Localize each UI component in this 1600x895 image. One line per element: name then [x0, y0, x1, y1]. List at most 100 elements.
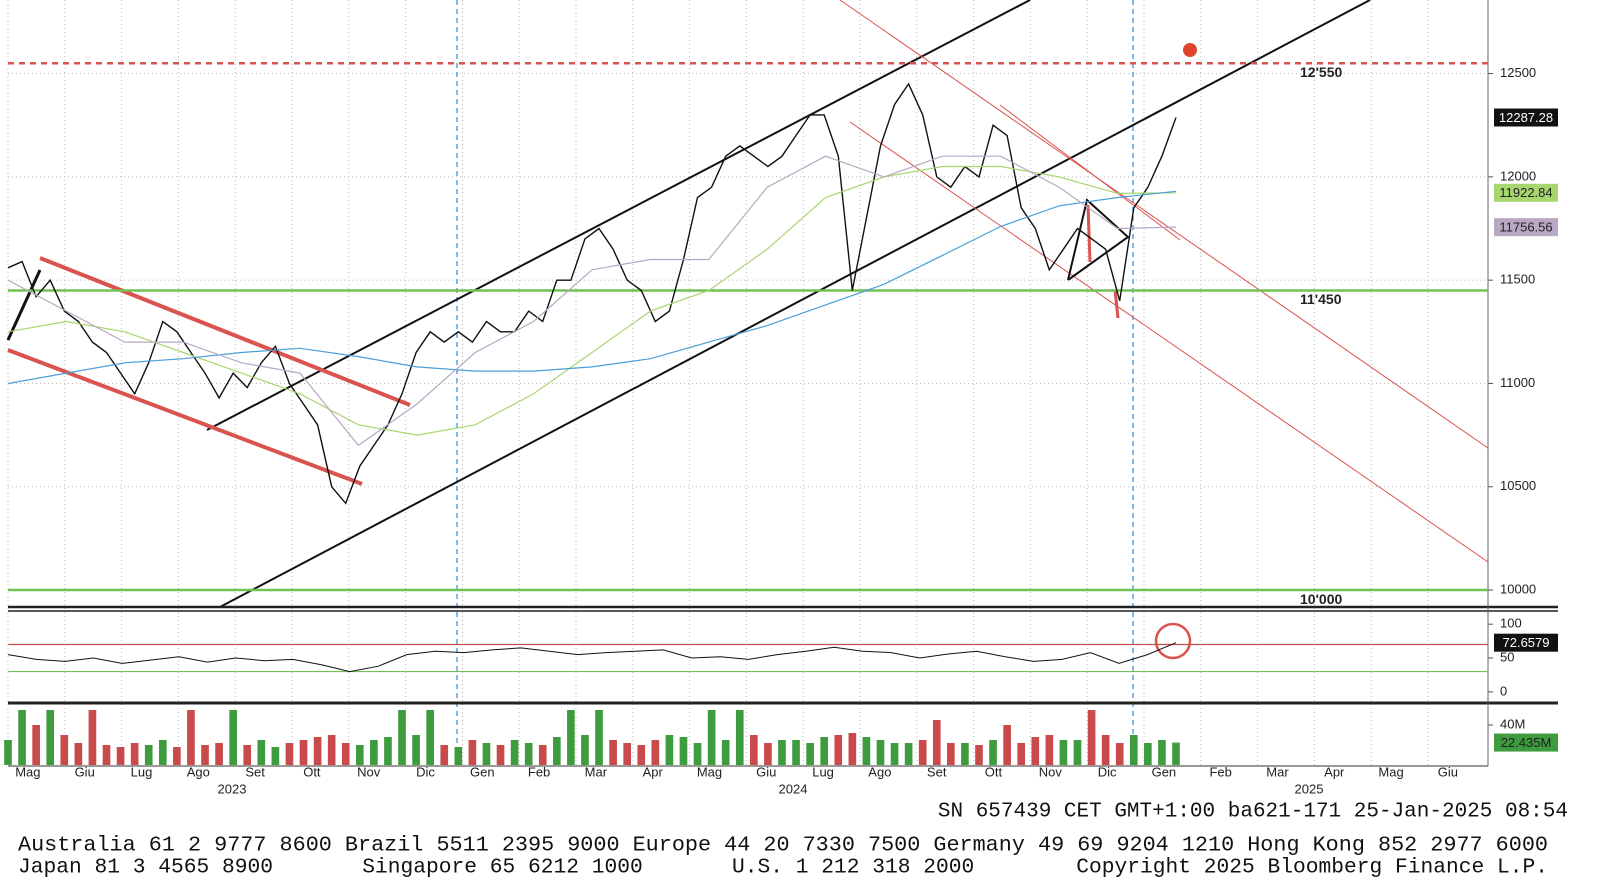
- year-label: 2024: [779, 781, 808, 796]
- volume-bar: [1045, 735, 1054, 765]
- x-tick-label: Mar: [1266, 764, 1289, 779]
- x-tick-label: Ott: [985, 764, 1003, 779]
- level-label: 10'000: [1300, 591, 1342, 607]
- x-tick-label: Dic: [1098, 764, 1117, 779]
- x-tick-label: Giu: [75, 764, 95, 779]
- volume-bar: [454, 747, 463, 765]
- y-tick-label: 12000: [1500, 168, 1536, 183]
- x-tick-label: Feb: [528, 764, 550, 779]
- volume-bar: [426, 710, 434, 765]
- level-label: 11'450: [1300, 291, 1342, 307]
- volume-bar: [806, 743, 814, 765]
- series-line: [7, 642, 1177, 673]
- x-tick-label: Lug: [131, 764, 153, 779]
- x-tick-label: Mag: [697, 764, 722, 779]
- volume-bar: [74, 743, 83, 765]
- y-tick-label: 50: [1500, 649, 1514, 664]
- series-line: [7, 155, 1177, 447]
- volume-bar: [313, 737, 322, 765]
- series-line: [7, 82, 1177, 505]
- volume-bar: [46, 710, 55, 765]
- volume-bar: [102, 745, 111, 765]
- volume-bar: [4, 740, 12, 765]
- volume-bar: [890, 743, 899, 765]
- last-value-box: [1494, 183, 1558, 202]
- x-tick-label: Apr: [1324, 764, 1345, 779]
- channel-upper: [206, 0, 1031, 431]
- volume-bar: [243, 745, 252, 765]
- y-tick-label: 0: [1500, 683, 1507, 698]
- last-value: 11756.56: [1499, 220, 1552, 235]
- x-tick-label: Nov: [1039, 764, 1063, 779]
- volume-label-box: [1494, 733, 1558, 752]
- volume-bar: [735, 710, 744, 765]
- volume-bar: [778, 740, 786, 765]
- volume-bar: [88, 710, 97, 765]
- volume-bar: [412, 735, 420, 765]
- volume-bar: [1059, 740, 1068, 765]
- contacts: Japan 81 3 4565 8900 Singapore 65 6212 1…: [18, 857, 1548, 880]
- volume-bar: [271, 747, 280, 765]
- volume-bar: [173, 747, 181, 765]
- y-tick-label: 11000: [1500, 375, 1535, 390]
- volume-bar: [961, 743, 969, 765]
- volume-bar: [595, 710, 603, 765]
- y-tick-label: 40M: [1500, 716, 1525, 731]
- down-trendline: [849, 121, 1489, 563]
- volume-bar: [975, 745, 983, 765]
- volume-bar: [285, 743, 294, 765]
- volume-bar: [876, 740, 885, 765]
- x-tick-label: Apr: [643, 764, 664, 779]
- down-trendline: [999, 104, 1181, 241]
- volume-bar: [792, 740, 800, 765]
- volume-bar: [693, 743, 702, 765]
- volume-bar: [201, 745, 209, 765]
- volume-bar: [707, 710, 716, 765]
- x-tick-label: Ott: [303, 764, 321, 779]
- last-value-box: [1494, 633, 1558, 652]
- y-tick-label: 10000: [1500, 581, 1536, 596]
- target-dot: [1183, 43, 1197, 57]
- marker-bar: [1086, 204, 1092, 263]
- volume-bar: [370, 740, 378, 765]
- volume-bar: [721, 740, 730, 765]
- contacts: Australia 61 2 9777 8600 Brazil 5511 239…: [18, 835, 1548, 858]
- volume-bar: [1172, 742, 1180, 765]
- volume-bar: [820, 737, 829, 765]
- x-tick-label: Dic: [416, 764, 435, 779]
- y-tick-label: 100: [1500, 616, 1522, 631]
- volume-bar: [581, 735, 589, 765]
- volume-bar: [651, 740, 660, 765]
- volume-bar: [299, 740, 308, 765]
- volume-bar: [215, 743, 223, 765]
- volume-bar: [932, 720, 941, 765]
- level-label: 12'550: [1300, 64, 1342, 80]
- x-tick-label: Set: [927, 764, 947, 779]
- volume-bar: [116, 747, 125, 765]
- volume-bar: [1017, 743, 1026, 765]
- volume-bar: [538, 745, 547, 765]
- volume-bar: [1003, 725, 1011, 765]
- volume-bar: [229, 710, 237, 765]
- volume-bar: [567, 710, 575, 765]
- marks: 10000 10500 11000 11500 12000 12500 Mag Giu Lug A…: [4, 61, 1558, 796]
- volume-bar: [989, 740, 997, 765]
- down-channel: [7, 348, 363, 486]
- triangle: [1067, 198, 1130, 281]
- volume-bar: [679, 737, 688, 765]
- volume-bar: [848, 733, 857, 765]
- volume-bar: [384, 737, 392, 765]
- x-tick-label: Mag: [1378, 764, 1403, 779]
- volume-label: 22.435M: [1501, 735, 1552, 750]
- last-value: 11922.84: [1499, 185, 1552, 200]
- x-tick-label: Feb: [1209, 764, 1231, 779]
- x-tick-label: Set: [245, 764, 265, 779]
- last-value-box: [1494, 218, 1558, 237]
- volume-bar: [482, 743, 491, 765]
- volume-bar: [398, 710, 406, 765]
- volume-bar: [144, 745, 153, 765]
- volume-bar: [623, 743, 632, 765]
- volume-bar: [524, 743, 533, 765]
